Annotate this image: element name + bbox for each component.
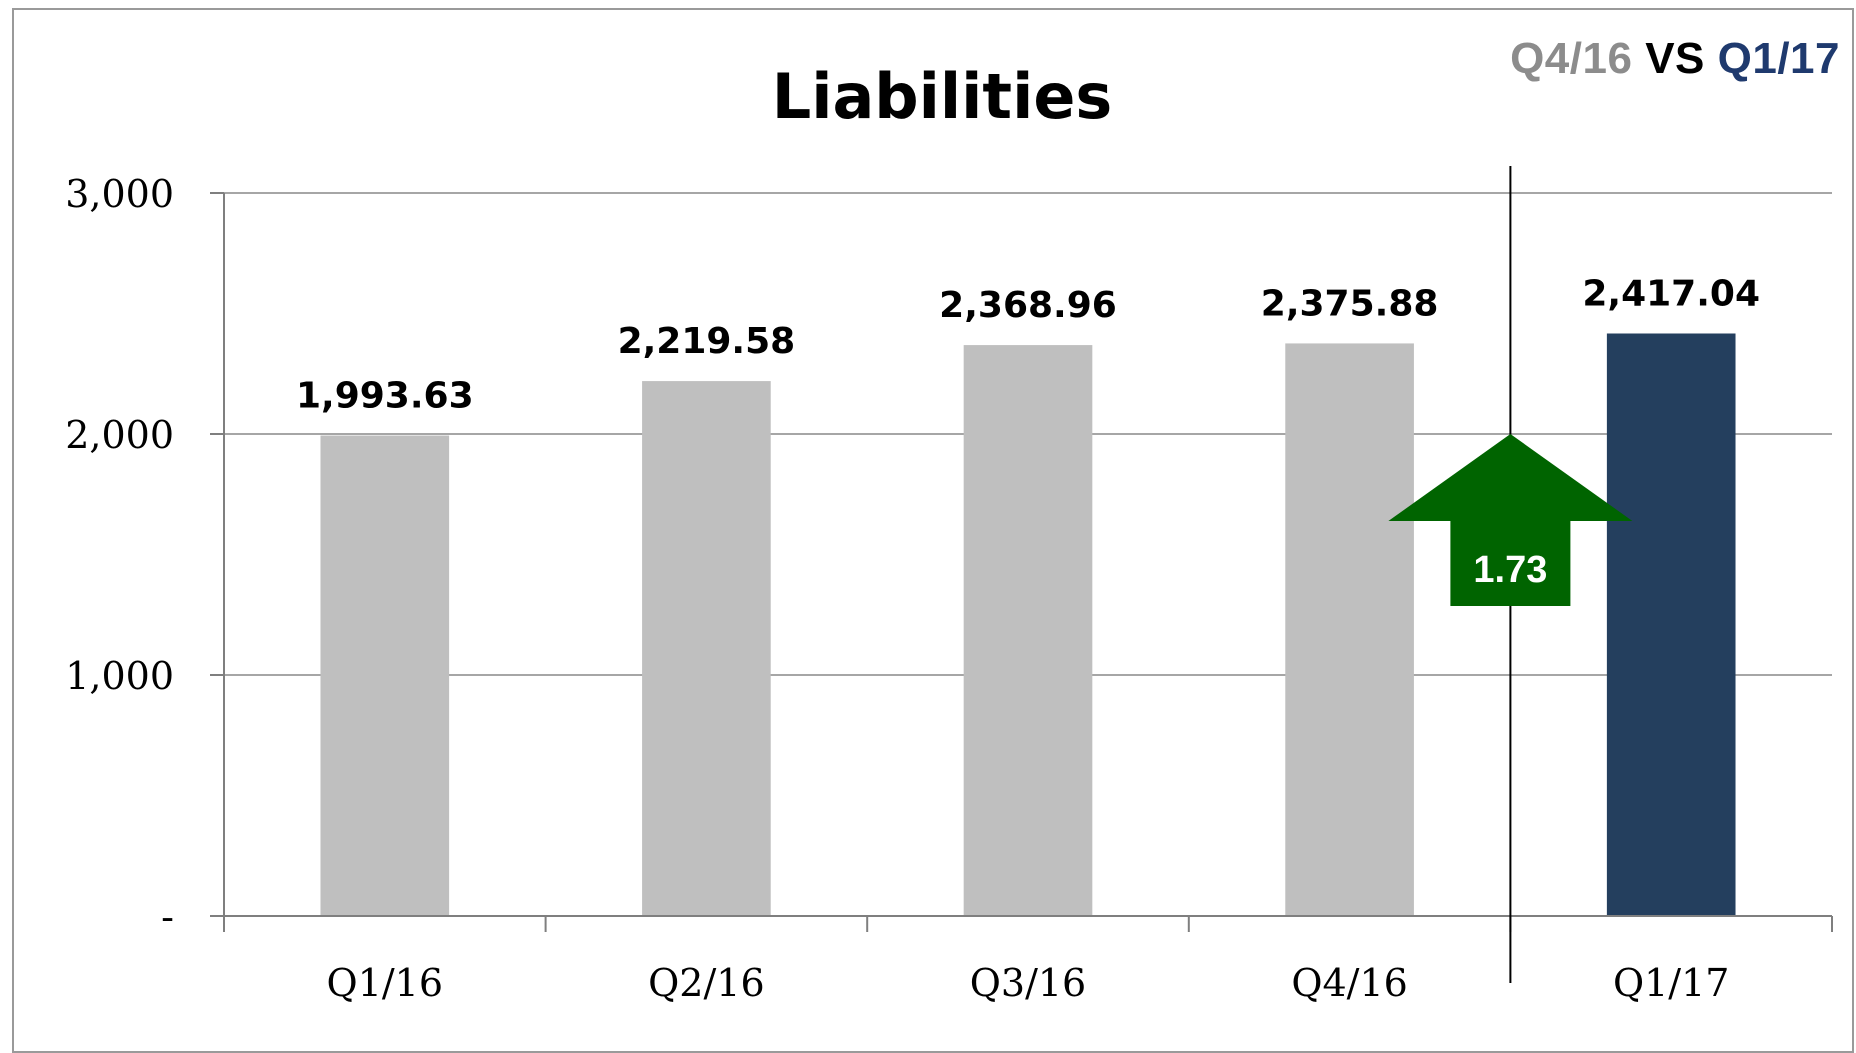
y-tick-label: - xyxy=(161,895,174,939)
bar-Q2/16 xyxy=(642,381,771,917)
comparison-vs: VS xyxy=(1645,34,1705,83)
change-up-arrow-icon xyxy=(1388,434,1633,606)
data-label: 2,375.88 xyxy=(1261,283,1439,324)
x-tick-label: Q3/16 xyxy=(970,961,1087,1005)
data-label: 2,417.04 xyxy=(1582,273,1760,314)
bar-Q3/16 xyxy=(963,345,1093,916)
comparison-previous-period: Q4/16 xyxy=(1510,34,1633,83)
change-value-label: 1.73 xyxy=(1473,549,1547,591)
y-tick-label: 3,000 xyxy=(65,172,174,216)
bar-Q1/16 xyxy=(320,435,450,916)
y-tick-label: 2,000 xyxy=(65,413,174,457)
bar-Q1/17 xyxy=(1606,333,1736,916)
data-label: 2,219.58 xyxy=(618,321,796,362)
x-tick-label: Q1/16 xyxy=(327,961,444,1005)
x-tick-label: Q1/17 xyxy=(1613,961,1730,1005)
x-tick-label: Q4/16 xyxy=(1291,961,1408,1005)
x-tick-label: Q2/16 xyxy=(648,961,765,1005)
bar-Q4/16 xyxy=(1285,343,1414,916)
data-label: 1,993.63 xyxy=(296,376,474,417)
chart-title: Liabilities xyxy=(772,60,1113,133)
data-label: 2,368.96 xyxy=(939,285,1117,326)
y-tick-label: 1,000 xyxy=(65,654,174,698)
period-comparison: Q4/16 VS Q1/17 xyxy=(1510,34,1840,84)
comparison-current-period: Q1/17 xyxy=(1717,34,1840,83)
